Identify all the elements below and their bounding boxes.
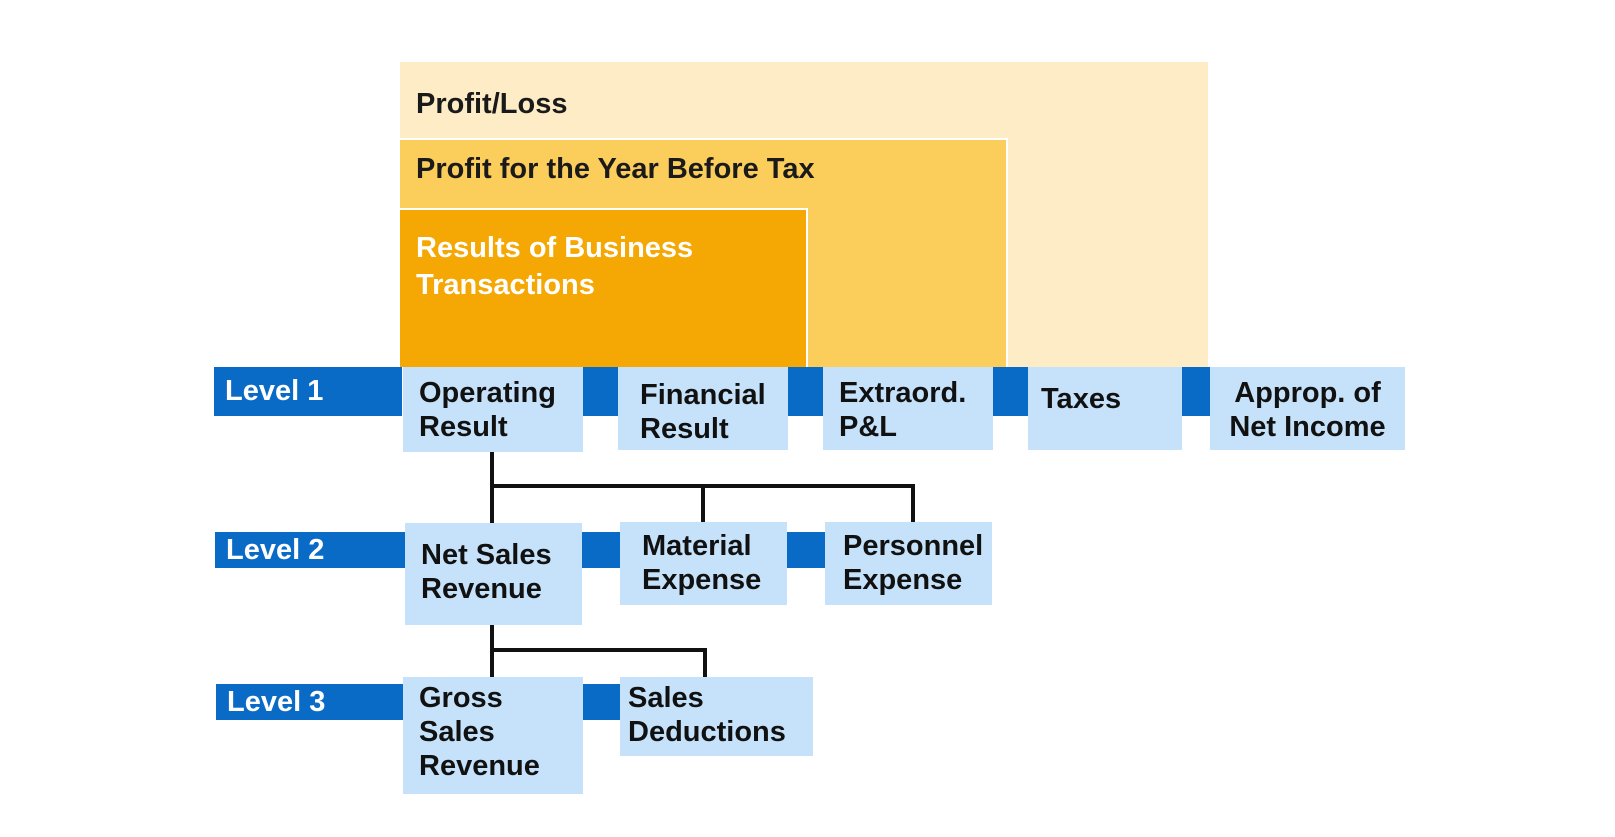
tree-line: [911, 484, 915, 522]
node-net-sales-revenue: Net Sales Revenue: [405, 523, 582, 625]
band-title-profit-before-tax: Profit for the Year Before Tax: [416, 153, 815, 185]
level-1-connector: [787, 367, 823, 416]
level-1-connector: [1180, 367, 1210, 416]
node-extraord-pl: Extraord. P&L: [823, 367, 993, 450]
node-personnel-expense: Personnel Expense: [825, 522, 992, 605]
level-1-connector: [580, 367, 618, 416]
node-financial-result: Financial Result: [618, 367, 788, 450]
level-3-label: Level 3: [216, 684, 403, 720]
band-results-business: Results of Business Transactions: [400, 208, 808, 367]
node-operating-result: Operating Result: [403, 367, 583, 452]
node-material-expense: Material Expense: [620, 522, 787, 605]
node-sales-deductions: Sales Deductions: [620, 677, 813, 756]
node-approp-net-income: Approp. of Net Income: [1210, 367, 1405, 450]
band-title-profit-loss: Profit/Loss: [416, 88, 568, 120]
band-title-results-business: Results of Business Transactions: [416, 232, 694, 301]
level-1-connector: [992, 367, 1028, 416]
tree-line: [703, 648, 707, 677]
level-2-label: Level 2: [215, 532, 405, 568]
level-2-connector: [787, 532, 825, 568]
node-gross-sales-revenue: Gross Sales Revenue: [403, 677, 583, 794]
level-3-connector: [583, 684, 620, 720]
node-taxes: Taxes: [1028, 367, 1182, 450]
tree-line: [701, 484, 705, 522]
level-1-label: Level 1: [214, 367, 402, 416]
level-2-connector: [582, 532, 620, 568]
tree-line: [490, 648, 707, 652]
